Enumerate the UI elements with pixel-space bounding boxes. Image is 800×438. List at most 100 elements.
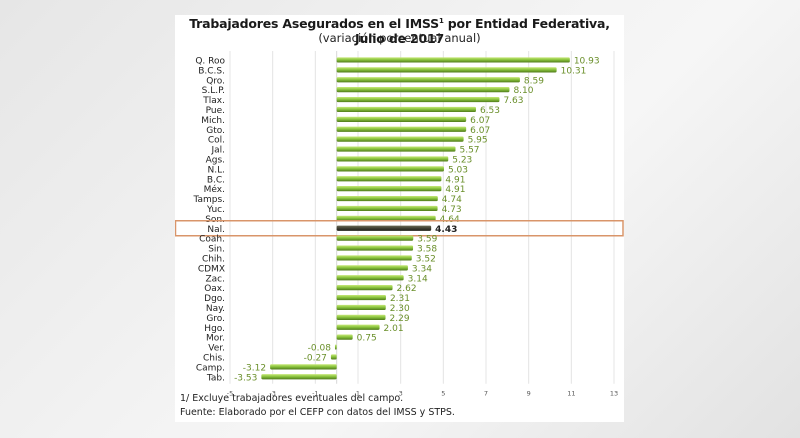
bar [336,136,464,142]
category-label: Yuc. [206,205,225,215]
bar [270,364,337,370]
data-label: 5.95 [468,136,488,146]
bar [330,354,337,360]
bar [336,186,442,192]
bar-highlighted [336,225,432,231]
data-label: 4.91 [445,175,465,185]
data-label: 4.43 [435,225,457,235]
bar [336,57,570,63]
bar [336,255,412,261]
data-label: 8.10 [513,86,533,96]
chart-title: Trabajadores Asegurados en el IMSS1 por … [175,16,624,46]
bar [336,275,404,281]
x-tick-label: 9 [527,390,531,398]
data-label: 2.31 [390,294,410,304]
category-label: Sin. [208,245,225,255]
category-label: Mich. [201,116,225,126]
x-tick-label: 11 [567,390,575,398]
data-label: 2.62 [397,284,417,294]
data-label: 7.63 [503,96,523,106]
category-label: Oax. [204,284,225,294]
category-label: Pue. [206,106,225,116]
category-label: Qro. [206,76,225,86]
bar [336,245,414,251]
category-label: Tab. [206,373,225,383]
data-label: -3.12 [243,363,266,373]
data-label: 3.58 [417,245,437,255]
data-label: 2.29 [390,314,410,324]
category-label: Col. [208,136,225,146]
chart-footnote: 1/ Excluye trabajadores eventuales del c… [180,393,404,404]
data-label: -3.53 [234,373,257,383]
bar [336,116,467,122]
data-label: -0.27 [304,353,327,363]
x-tick-label: 7 [484,390,488,398]
data-label: 4.64 [440,215,460,225]
bar [336,126,467,132]
category-label: Hgo. [204,324,225,334]
data-label: 6.07 [470,116,490,126]
bar [336,304,386,311]
category-label: Ags. [206,155,225,165]
category-label: B.C.S. [198,66,225,76]
bar [336,324,380,330]
data-label: 0.75 [357,334,377,344]
x-tick-label: 5 [441,390,445,398]
category-label: Nal. [207,225,225,235]
chart-source: Fuente: Elaborado por el CEFP con datos … [180,407,455,418]
category-label: Jal. [210,146,225,156]
data-label: 4.74 [442,195,462,205]
bar [336,215,436,221]
data-label: 5.03 [448,165,468,175]
data-label: -0.08 [308,344,332,354]
data-label: 5.57 [459,146,479,156]
x-tick-label: -5 [227,390,233,398]
data-label: 2.30 [390,304,410,314]
data-label: 6.53 [480,106,500,116]
data-label: 2.01 [384,324,404,334]
category-label: Son. [205,215,225,225]
category-label: S.L.P. [202,86,225,96]
chart-panel: Trabajadores Asegurados en el IMSS1 por … [175,15,624,422]
category-label: Tamps. [192,195,225,205]
category-label: N.L. [208,165,225,175]
category-label: Chis. [203,353,225,363]
data-label: 10.31 [561,66,587,76]
chart-title-footnote-mark: 1 [438,16,444,25]
chart-title-suffix: por Entidad Federativa, Julio de 2017 [354,16,610,46]
bar [336,77,520,83]
bar [336,87,510,93]
category-label: CDMX [198,264,225,274]
x-tick-label: 3 [399,390,403,398]
category-label: Méx. [204,184,225,195]
bar [261,374,337,380]
data-label: 10.93 [574,56,600,66]
category-label: Nay. [206,304,225,314]
category-label: Coah. [199,235,225,245]
bar [336,334,353,340]
bar [336,294,386,301]
bar [336,195,438,202]
data-label: 5.23 [452,155,472,165]
category-label: Ver. [208,344,225,354]
category-label: Mor. [206,334,225,344]
data-label: 8.59 [524,76,544,86]
category-label: Dgo. [204,294,225,304]
bar [336,285,393,291]
bar [336,314,386,320]
bar [336,265,408,271]
x-tick-label: 13 [610,390,618,398]
data-label: 3.14 [408,274,428,284]
chart-title-main: Trabajadores Asegurados en el IMSS [189,16,439,31]
data-label: 6.07 [470,126,490,136]
bar [336,166,444,172]
bar [336,146,456,152]
category-label: Gro. [206,314,225,324]
bar [336,205,438,212]
chart-subtitle: (variación porcentual anual) [318,31,481,45]
x-tick-label: -3 [269,390,275,398]
bar [336,156,449,162]
data-label: 4.91 [445,185,465,195]
bar [336,106,476,113]
data-label: 4.73 [442,205,462,215]
